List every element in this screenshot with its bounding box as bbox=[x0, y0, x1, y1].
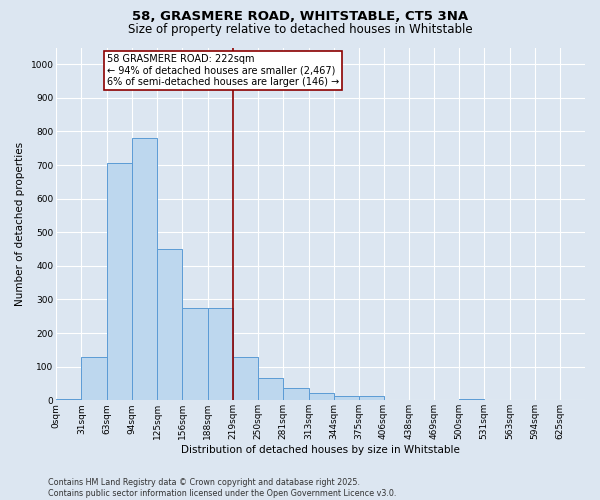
Bar bbox=[82, 356, 107, 401]
Bar bbox=[308, 393, 334, 400]
Bar bbox=[157, 249, 182, 400]
Bar bbox=[334, 396, 359, 400]
X-axis label: Distribution of detached houses by size in Whitstable: Distribution of detached houses by size … bbox=[181, 445, 460, 455]
Bar bbox=[359, 396, 383, 400]
Bar bbox=[132, 138, 157, 400]
Bar bbox=[283, 388, 308, 400]
Text: 58 GRASMERE ROAD: 222sqm
← 94% of detached houses are smaller (2,467)
6% of semi: 58 GRASMERE ROAD: 222sqm ← 94% of detach… bbox=[107, 54, 340, 88]
Bar bbox=[107, 164, 132, 400]
Bar bbox=[459, 398, 484, 400]
Bar bbox=[56, 398, 82, 400]
Bar bbox=[258, 378, 283, 400]
Bar bbox=[208, 308, 233, 400]
Bar bbox=[233, 356, 258, 401]
Text: 58, GRASMERE ROAD, WHITSTABLE, CT5 3NA: 58, GRASMERE ROAD, WHITSTABLE, CT5 3NA bbox=[132, 10, 468, 23]
Bar bbox=[182, 308, 208, 400]
Y-axis label: Number of detached properties: Number of detached properties bbox=[15, 142, 25, 306]
Text: Contains HM Land Registry data © Crown copyright and database right 2025.
Contai: Contains HM Land Registry data © Crown c… bbox=[48, 478, 397, 498]
Text: Size of property relative to detached houses in Whitstable: Size of property relative to detached ho… bbox=[128, 22, 472, 36]
